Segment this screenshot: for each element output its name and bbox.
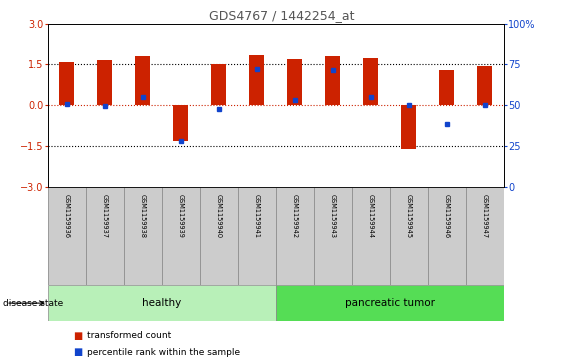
- Bar: [124, 187, 162, 285]
- Bar: [86, 187, 124, 285]
- Text: pancreatic tumor: pancreatic tumor: [345, 298, 435, 308]
- Bar: [276, 285, 504, 321]
- Bar: [439, 70, 454, 105]
- Text: GSM1159939: GSM1159939: [178, 194, 184, 238]
- Bar: [48, 285, 276, 321]
- Text: GSM1159947: GSM1159947: [482, 194, 488, 238]
- Bar: [162, 187, 200, 285]
- Bar: [352, 187, 390, 285]
- Bar: [249, 55, 265, 105]
- Bar: [97, 60, 113, 105]
- Bar: [135, 56, 150, 105]
- Bar: [325, 56, 341, 105]
- Text: GDS4767 / 1442254_at: GDS4767 / 1442254_at: [209, 9, 354, 22]
- Text: GSM1159946: GSM1159946: [444, 194, 450, 238]
- Bar: [314, 187, 352, 285]
- Bar: [287, 59, 302, 105]
- Text: ■: ■: [73, 331, 82, 341]
- Bar: [48, 187, 86, 285]
- Text: ■: ■: [73, 347, 82, 357]
- Text: GSM1159942: GSM1159942: [292, 194, 298, 238]
- Bar: [428, 187, 466, 285]
- Text: GSM1159936: GSM1159936: [64, 194, 70, 238]
- Bar: [276, 187, 314, 285]
- Text: GSM1159943: GSM1159943: [330, 194, 336, 238]
- Bar: [390, 187, 428, 285]
- Text: transformed count: transformed count: [87, 331, 172, 340]
- Text: percentile rank within the sample: percentile rank within the sample: [87, 348, 240, 356]
- Bar: [477, 66, 493, 105]
- Bar: [363, 58, 378, 105]
- Text: GSM1159938: GSM1159938: [140, 194, 146, 238]
- Bar: [238, 187, 276, 285]
- Bar: [200, 187, 238, 285]
- Text: GSM1159941: GSM1159941: [254, 194, 260, 238]
- Bar: [173, 105, 189, 140]
- Text: GSM1159937: GSM1159937: [102, 194, 108, 238]
- Bar: [59, 62, 74, 105]
- Bar: [211, 65, 226, 105]
- Text: GSM1159944: GSM1159944: [368, 194, 374, 238]
- Bar: [466, 187, 504, 285]
- Text: GSM1159940: GSM1159940: [216, 194, 222, 238]
- Text: disease state: disease state: [3, 299, 63, 307]
- Bar: [401, 105, 417, 149]
- Text: healthy: healthy: [142, 298, 181, 308]
- Text: GSM1159945: GSM1159945: [406, 194, 412, 238]
